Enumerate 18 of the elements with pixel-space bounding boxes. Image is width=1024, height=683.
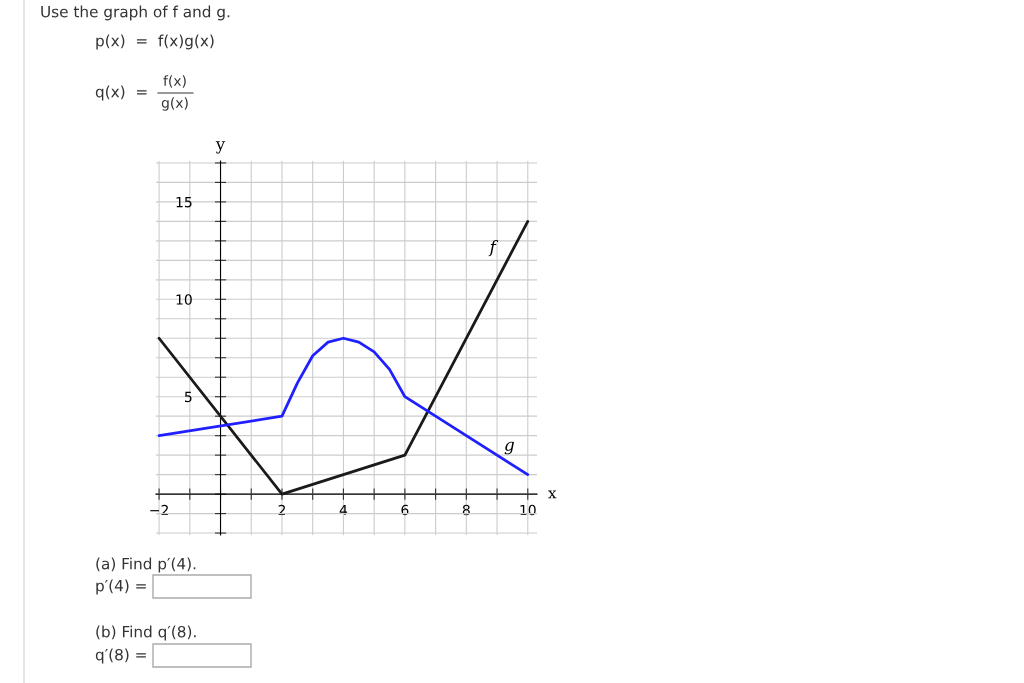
y-tick-label: 15 — [176, 197, 192, 208]
text: (a) Find p′(4). — [96, 557, 196, 573]
series-label: g — [504, 441, 514, 455]
y-axis-title: y — [215, 141, 226, 154]
text: f(x) — [163, 75, 186, 88]
line-series — [157, 220, 530, 496]
text: (b) Find q′(8). — [96, 625, 196, 641]
y-tick-label: 5 — [184, 391, 192, 403]
chart-title: Use the graph of f and g. — [41, 5, 230, 21]
text: q(x) = — [95, 85, 147, 101]
line-series — [157, 336, 530, 476]
text: p(x) = f(x)g(x) — [96, 34, 214, 50]
series-label: f — [488, 240, 499, 257]
x-axis-title: x — [548, 490, 557, 499]
text: p′(4) = — [96, 579, 146, 595]
y-tick-label: 10 — [176, 294, 192, 305]
text: q′(8) = — [95, 648, 146, 664]
text: g(x) — [161, 97, 188, 111]
